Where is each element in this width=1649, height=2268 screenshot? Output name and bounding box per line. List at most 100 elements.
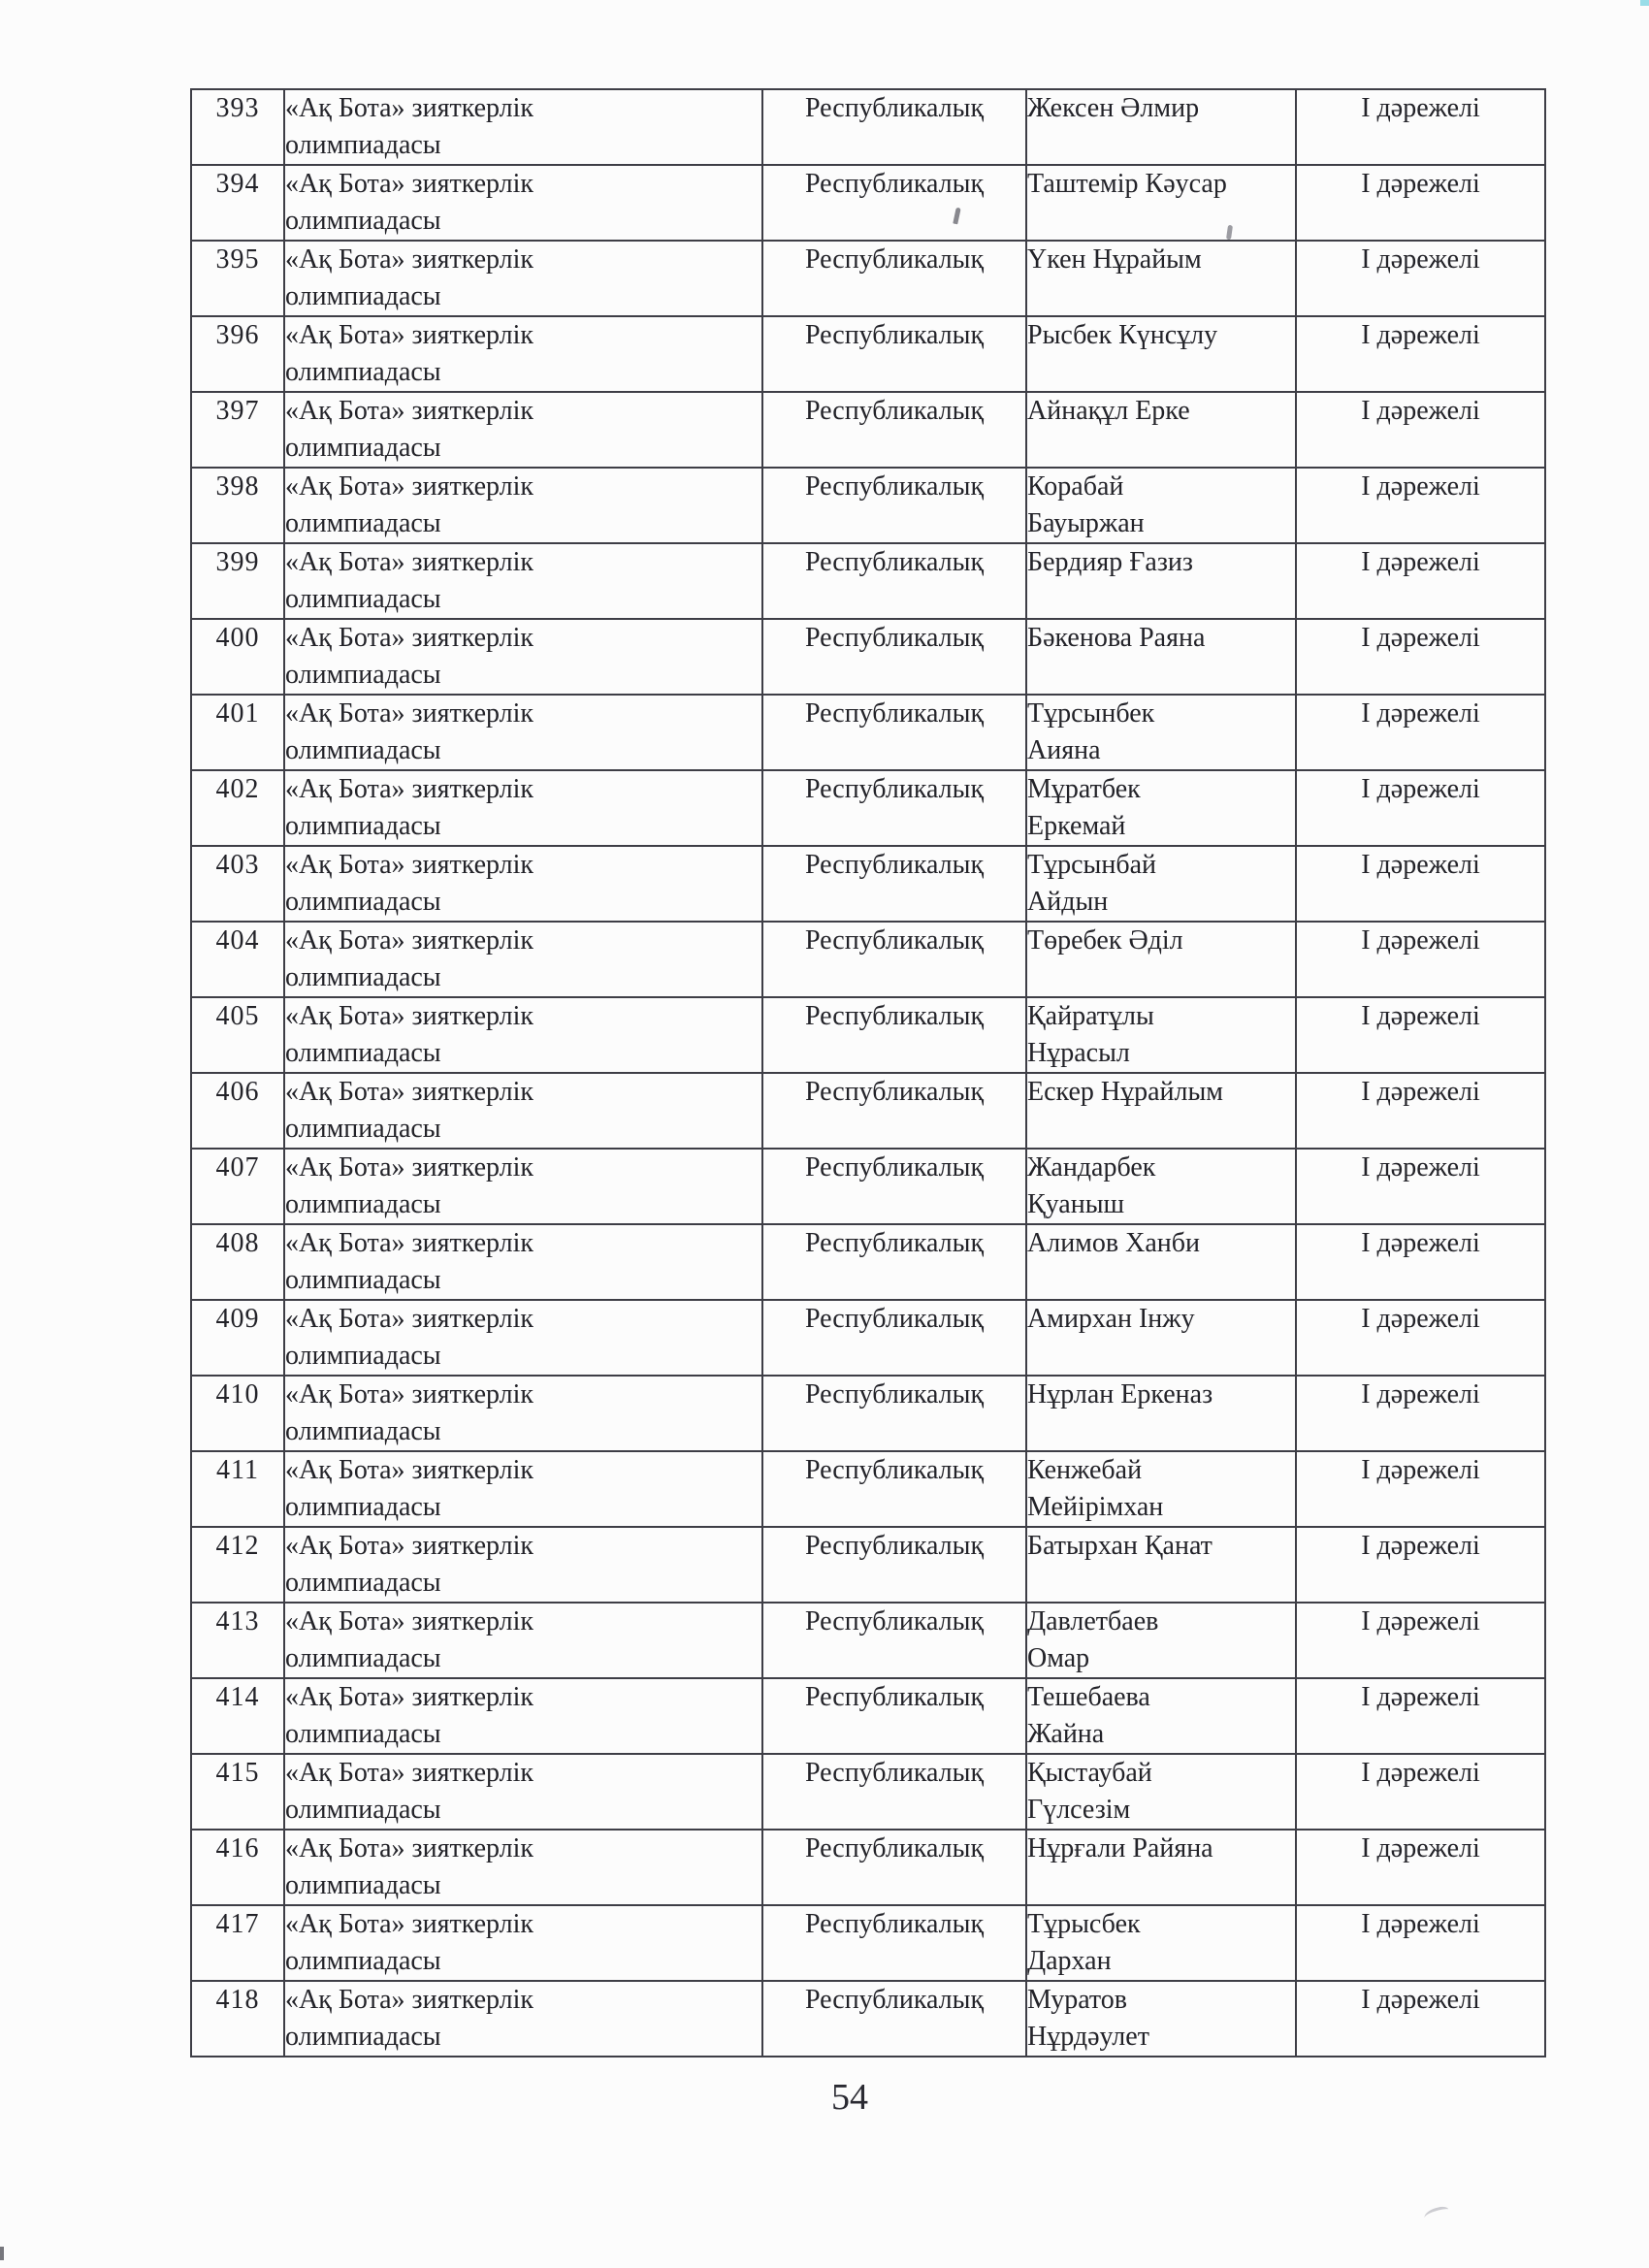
table-row: 405 «Ақ Бота» зияткерлік олимпиадасы Рес… [190,996,1546,1074]
cell-row-number: 401 [190,694,285,771]
table-row: 410 «Ақ Бота» зияткерлік олимпиадасы Рес… [190,1375,1546,1452]
cell-participant-name: Айнақұл Ерке [1025,391,1297,469]
table-row: 406 «Ақ Бота» зияткерлік олимпиадасы Рес… [190,1072,1546,1150]
table-row: 394 «Ақ Бота» зияткерлік олимпиадасы Рес… [190,164,1546,242]
cell-level: Республикалық [761,315,1027,393]
cell-degree: І дәрежелі [1295,1602,1546,1679]
cell-row-number: 395 [190,240,285,317]
cell-row-number: 412 [190,1526,285,1604]
cell-level: Республикалық [761,845,1027,923]
cell-row-number: 408 [190,1223,285,1301]
cell-level: Республикалық [761,1829,1027,1906]
cell-row-number: 407 [190,1148,285,1225]
cell-degree: І дәрежелі [1295,1677,1546,1755]
cell-olympiad-name: «Ақ Бота» зияткерлік олимпиадасы [283,1829,763,1906]
cell-olympiad-name: «Ақ Бота» зияткерлік олимпиадасы [283,1526,763,1604]
cell-participant-name: Рысбек Күнсұлу [1025,315,1297,393]
cell-olympiad-name: «Ақ Бота» зияткерлік олимпиадасы [283,1904,763,1982]
cell-level: Республикалық [761,391,1027,469]
cell-participant-name: Бәкенова Раяна [1025,618,1297,696]
cell-row-number: 404 [190,921,285,998]
cell-olympiad-name: «Ақ Бота» зияткерлік олимпиадасы [283,542,763,620]
table-row: 415 «Ақ Бота» зияткерлік олимпиадасы Рес… [190,1753,1546,1831]
cell-level: Республикалық [761,1148,1027,1225]
cell-olympiad-name: «Ақ Бота» зияткерлік олимпиадасы [283,1753,763,1831]
cell-level: Республикалық [761,1450,1027,1528]
cell-row-number: 417 [190,1904,285,1982]
cell-degree: І дәрежелі [1295,315,1546,393]
cell-olympiad-name: «Ақ Бота» зияткерлік олимпиадасы [283,845,763,923]
table-row: 397 «Ақ Бота» зияткерлік олимпиадасы Рес… [190,391,1546,469]
cell-degree: І дәрежелі [1295,1829,1546,1906]
cell-row-number: 394 [190,164,285,242]
cell-participant-name: Давлетбаев Омар [1025,1602,1297,1679]
cell-degree: І дәрежелі [1295,769,1546,847]
cell-participant-name: Тұрысбек Дархан [1025,1904,1297,1982]
cell-participant-name: Муратов Нұрдәулет [1025,1980,1297,2057]
cell-degree: І дәрежелі [1295,1980,1546,2057]
cell-row-number: 409 [190,1299,285,1377]
cell-row-number: 400 [190,618,285,696]
cell-participant-name: Тұрсынбек Аияна [1025,694,1297,771]
cell-participant-name: Төребек Әділ [1025,921,1297,998]
cell-participant-name: Таштемір Кәусар [1025,164,1297,242]
cell-degree: І дәрежелі [1295,921,1546,998]
table-row: 413 «Ақ Бота» зияткерлік олимпиадасы Рес… [190,1602,1546,1679]
cell-participant-name: Корабай Бауыржан [1025,467,1297,544]
cell-olympiad-name: «Ақ Бота» зияткерлік олимпиадасы [283,1072,763,1150]
table-row: 403 «Ақ Бота» зияткерлік олимпиадасы Рес… [190,845,1546,923]
cell-degree: І дәрежелі [1295,694,1546,771]
cell-olympiad-name: «Ақ Бота» зияткерлік олимпиадасы [283,1602,763,1679]
cell-row-number: 398 [190,467,285,544]
cell-degree: І дәрежелі [1295,1148,1546,1225]
cell-level: Республикалық [761,1223,1027,1301]
cell-level: Республикалық [761,618,1027,696]
scan-artifact-smudge [1422,2205,1451,2222]
cell-degree: І дәрежелі [1295,1223,1546,1301]
table-row: 418 «Ақ Бота» зияткерлік олимпиадасы Рес… [190,1980,1546,2057]
cell-level: Республикалық [761,1980,1027,2057]
cell-degree: І дәрежелі [1295,1904,1546,1982]
cell-row-number: 405 [190,996,285,1074]
scan-artifact-edge [0,2247,4,2260]
cell-row-number: 393 [190,88,285,166]
cell-row-number: 406 [190,1072,285,1150]
cell-row-number: 416 [190,1829,285,1906]
cell-level: Республикалық [761,164,1027,242]
cell-degree: І дәрежелі [1295,1375,1546,1452]
cell-degree: І дәрежелі [1295,1526,1546,1604]
cell-participant-name: Қайратұлы Нұрасыл [1025,996,1297,1074]
table-row: 414 «Ақ Бота» зияткерлік олимпиадасы Рес… [190,1677,1546,1755]
cell-level: Республикалық [761,1375,1027,1452]
table-row: 417 «Ақ Бота» зияткерлік олимпиадасы Рес… [190,1904,1546,1982]
cell-olympiad-name: «Ақ Бота» зияткерлік олимпиадасы [283,164,763,242]
cell-degree: І дәрежелі [1295,467,1546,544]
table-row: 407 «Ақ Бота» зияткерлік олимпиадасы Рес… [190,1148,1546,1225]
cell-level: Республикалық [761,240,1027,317]
cell-olympiad-name: «Ақ Бота» зияткерлік олимпиадасы [283,1299,763,1377]
cell-participant-name: Нұрлан Еркеназ [1025,1375,1297,1452]
cell-participant-name: Жексен Әлмир [1025,88,1297,166]
cell-participant-name: Ескер Нұрайлым [1025,1072,1297,1150]
cell-participant-name: Амирхан Інжу [1025,1299,1297,1377]
cell-participant-name: Қыстаубай Гүлсезім [1025,1753,1297,1831]
cell-olympiad-name: «Ақ Бота» зияткерлік олимпиадасы [283,1375,763,1452]
table-row: 412 «Ақ Бота» зияткерлік олимпиадасы Рес… [190,1526,1546,1604]
cell-participant-name: Бердияр Ғазиз [1025,542,1297,620]
cell-participant-name: Жандарбек Қуаныш [1025,1148,1297,1225]
table-row: 398 «Ақ Бота» зияткерлік олимпиадасы Рес… [190,467,1546,544]
cell-participant-name: Тұрсынбай Айдын [1025,845,1297,923]
cell-olympiad-name: «Ақ Бота» зияткерлік олимпиадасы [283,1677,763,1755]
cell-degree: І дәрежелі [1295,542,1546,620]
cell-degree: І дәрежелі [1295,1450,1546,1528]
cell-degree: І дәрежелі [1295,618,1546,696]
cell-level: Республикалық [761,769,1027,847]
cell-degree: І дәрежелі [1295,164,1546,242]
cell-level: Республикалық [761,1677,1027,1755]
cell-olympiad-name: «Ақ Бота» зияткерлік олимпиадасы [283,996,763,1074]
cell-row-number: 411 [190,1450,285,1528]
table-row: 395 «Ақ Бота» зияткерлік олимпиадасы Рес… [190,240,1546,317]
cell-participant-name: Кенжебай Мейірімхан [1025,1450,1297,1528]
cell-participant-name: Нұрғали Райяна [1025,1829,1297,1906]
cell-degree: І дәрежелі [1295,845,1546,923]
